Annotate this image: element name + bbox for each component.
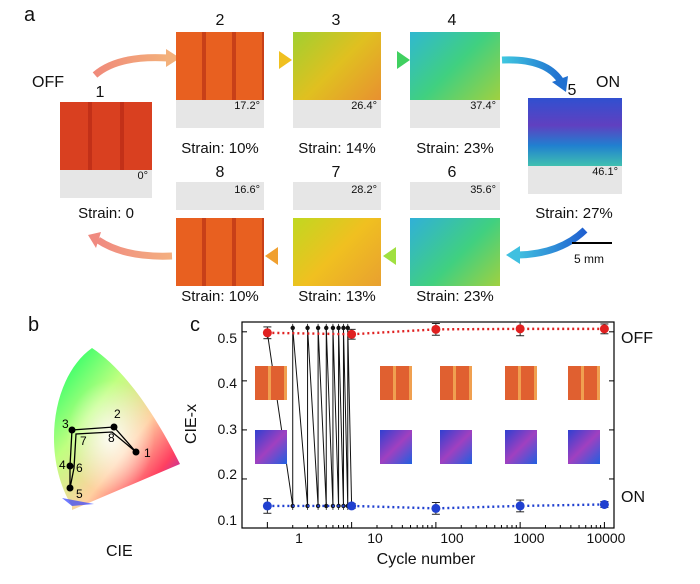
on-point — [347, 501, 357, 511]
y-tick-0.1: 0.1 — [217, 512, 237, 528]
off-point — [262, 328, 272, 338]
off-series-line — [267, 327, 605, 336]
sample-tile-7: 28.2° — [293, 182, 381, 286]
state-number-3: 3 — [331, 12, 341, 29]
chart-off-label: OFF — [621, 330, 653, 347]
thumb-off-10000 — [568, 366, 600, 400]
cie-point-2 — [110, 423, 118, 431]
cie-point-label-4: 4 — [59, 458, 66, 472]
thumb-off-100 — [440, 366, 472, 400]
on-point — [431, 503, 441, 513]
bend-angle-1: 0° — [137, 170, 148, 182]
cie-point-1 — [132, 448, 140, 456]
bend-angle-2: 17.2° — [234, 100, 260, 112]
y-tick-0.5: 0.5 — [217, 330, 237, 346]
cie-diagram: 1 2 3 4 5 6 7 8 — [53, 348, 180, 510]
sample-tile-8: 16.6° — [176, 182, 264, 286]
cie-label: CIE — [106, 543, 133, 560]
sample-tile-4: 37.4° — [410, 32, 500, 128]
sample-tile-1: 0° — [60, 102, 152, 198]
thumb-on-10 — [380, 430, 412, 464]
state-number-5: 5 — [567, 82, 577, 99]
strain-label-7: Strain: 13% — [298, 288, 376, 305]
state-number-4: 4 — [447, 12, 457, 29]
plot-frame — [241, 321, 615, 529]
sample-tile-6: 35.6° — [410, 182, 500, 286]
y-tick-0.2: 0.2 — [217, 466, 237, 482]
cie-point-label-5: 5 — [76, 487, 83, 501]
y-tick-0.4: 0.4 — [217, 375, 237, 391]
cycle-line — [266, 327, 353, 507]
cie-point-5 — [66, 484, 74, 492]
strain-label-4: Strain: 23% — [416, 140, 494, 157]
panel-label-b: b — [28, 314, 40, 336]
on-point — [515, 501, 525, 511]
thumb-on-1 — [255, 430, 287, 464]
off-label: OFF — [32, 74, 64, 91]
thumb-off-10 — [380, 366, 412, 400]
thumb-off-1 — [255, 366, 287, 400]
strain-label-3: Strain: 14% — [298, 140, 376, 157]
strain-label-1: Strain: 0 — [78, 205, 134, 222]
x-axis-label: Cycle number — [376, 551, 476, 568]
x-tick-1000: 1000 — [513, 530, 545, 546]
x-tick-100: 100 — [440, 530, 464, 546]
bend-angle-7: 28.2° — [351, 184, 377, 196]
panel-label-c: c — [190, 314, 200, 336]
cie-point-label-8: 8 — [108, 431, 115, 445]
state-number-7: 7 — [331, 164, 341, 181]
bend-angle-6: 35.6° — [470, 184, 496, 196]
off-point — [599, 324, 609, 334]
cie-point-label-3: 3 — [62, 417, 69, 431]
off-point — [515, 324, 525, 334]
state-number-1: 1 — [95, 84, 105, 101]
off-point — [347, 329, 357, 339]
x-tick-1: 1 — [295, 530, 303, 546]
strain-label-5: Strain: 27% — [535, 205, 613, 222]
y-tick-0.3: 0.3 — [217, 421, 237, 437]
on-point — [262, 501, 272, 511]
sample-tile-5: 46.1° — [528, 98, 622, 196]
bend-angle-5: 46.1° — [592, 166, 618, 178]
inset-scale-label: 3 mm — [570, 463, 595, 474]
state-number-6: 6 — [447, 164, 457, 181]
panel-a-arrows — [88, 49, 612, 265]
on-point — [599, 499, 609, 509]
on-label: ON — [596, 74, 620, 91]
off-point — [431, 324, 441, 334]
chart-on-label: ON — [621, 489, 645, 506]
bend-angle-4: 37.4° — [470, 100, 496, 112]
scale-bar-label: 5 mm — [574, 252, 604, 266]
x-tick-10: 10 — [367, 530, 383, 546]
sample-tile-2: 17.2° — [176, 32, 264, 128]
state-number-2: 2 — [215, 12, 225, 29]
cie-point-label-6: 6 — [76, 461, 83, 475]
on-series-line — [267, 503, 605, 510]
bend-angle-3: 26.4° — [351, 100, 377, 112]
strain-label-8: Strain: 10% — [181, 288, 259, 305]
panel-label-a: a — [24, 4, 36, 26]
strain-label-6: Strain: 23% — [416, 288, 494, 305]
cie-point-label-2: 2 — [114, 407, 121, 421]
cie-point-3 — [68, 426, 76, 434]
x-tick-10000: 10000 — [586, 530, 626, 546]
bend-angle-8: 16.6° — [234, 184, 260, 196]
cie-point-label-1: 1 — [144, 446, 151, 460]
cie-point-4 — [66, 462, 74, 470]
sample-tile-3: 26.4° — [293, 32, 381, 128]
strain-label-2: Strain: 10% — [181, 140, 259, 157]
cie-point-label-7: 7 — [80, 434, 87, 448]
y-axis-label: CIE-x — [183, 404, 200, 444]
thumb-on-10000 — [568, 430, 600, 464]
thumb-off-1000 — [505, 366, 537, 400]
thumb-on-1000 — [505, 430, 537, 464]
thumb-on-100 — [440, 430, 472, 464]
state-number-8: 8 — [215, 164, 225, 181]
